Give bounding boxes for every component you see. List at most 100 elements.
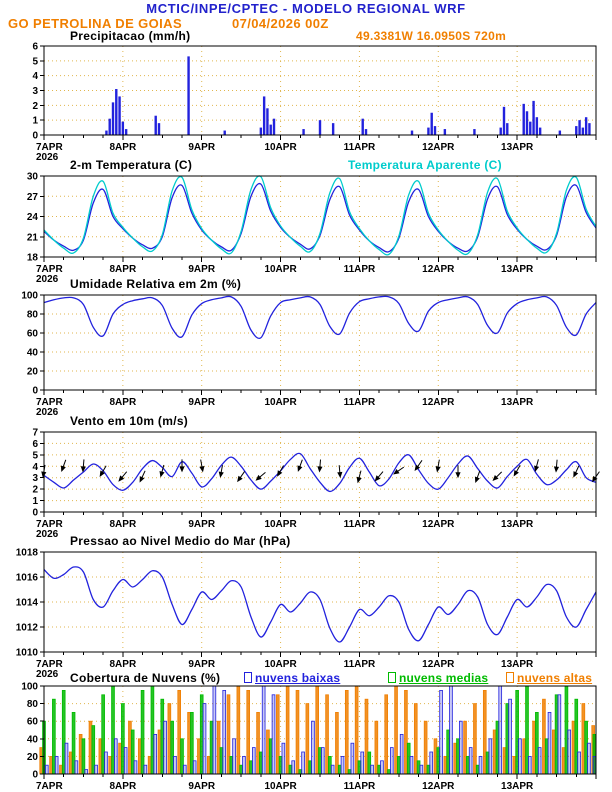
y-tick-label: 0 — [32, 131, 38, 142]
x-tick-label: 8APR — [110, 397, 137, 408]
precip-bar — [427, 127, 430, 135]
cloud-bar-nuvens-medias — [495, 720, 500, 775]
x-tick-label: 9APR — [188, 397, 215, 408]
cloud-bar-nuvens-baixas — [592, 756, 597, 775]
precip-bar — [522, 103, 525, 135]
precip-bar — [266, 108, 269, 135]
cloud-bar-nuvens-altas — [197, 738, 201, 775]
cloud-bar-nuvens-medias — [466, 756, 470, 775]
cloud-bar-nuvens-medias — [259, 751, 263, 775]
cloud-bar-nuvens-altas — [78, 734, 83, 775]
cloud-bar-nuvens-medias — [91, 725, 96, 775]
y-tick-label: 1018 — [16, 548, 39, 559]
rh-line-0 — [43, 295, 597, 339]
cloud-bar-nuvens-medias — [249, 760, 253, 775]
temp-line-1 — [43, 175, 597, 256]
cloud-bar-nuvens-medias — [544, 738, 549, 775]
wind-barb-icon — [80, 459, 86, 473]
y-tick-label: 100 — [21, 291, 38, 302]
x-tick-label: 7APR — [36, 142, 63, 153]
precip-bar — [111, 102, 115, 135]
cloud-bar-nuvens-altas — [433, 738, 438, 775]
cloud-bar-nuvens-altas — [532, 720, 536, 775]
panel-clouds: 0204060801007APR20268APR9APR10APR11APR12… — [21, 682, 597, 792]
precip-bar — [506, 123, 509, 135]
station-label: GO PETROLINA DE GOIAS — [8, 16, 183, 31]
x-tick-label: 9APR — [188, 781, 215, 792]
cloud-bar-nuvens-baixas — [311, 720, 315, 775]
x-tick-label: 8APR — [110, 659, 137, 670]
wind-barb-icon — [435, 459, 441, 473]
cloud-bar-nuvens-baixas — [301, 751, 305, 775]
cloud-bar-nuvens-medias — [554, 694, 559, 775]
cloud-bar-nuvens-baixas — [370, 764, 374, 775]
precip-bar — [262, 96, 266, 135]
precip-bar — [581, 127, 585, 135]
cloud-bar-nuvens-medias — [535, 712, 539, 775]
y-tick-label: 21 — [27, 232, 39, 243]
cloud-bar-nuvens-altas — [206, 756, 211, 775]
pressure-panel-title: Pressao ao Nivel Medio do Mar (hPa) — [70, 534, 291, 548]
x-tick-label: 8APR — [110, 142, 137, 153]
x-tick-year-label: 2026 — [36, 152, 59, 163]
cloud-bar-nuvens-medias — [387, 769, 391, 775]
cloud-bar-nuvens-medias — [426, 764, 431, 775]
cloud-bar-nuvens-baixas — [547, 712, 552, 775]
cloud-bar-nuvens-baixas — [498, 685, 503, 775]
precip-bar — [361, 118, 364, 135]
cloud-bar-nuvens-altas — [108, 756, 113, 775]
cloud-bar-nuvens-baixas — [143, 764, 148, 775]
x-tick-label: 12APR — [422, 659, 455, 670]
cloud-bar-nuvens-medias — [416, 760, 421, 775]
precip-bar — [318, 120, 322, 135]
cloud-bar-nuvens-baixas — [242, 756, 246, 775]
precip-bar — [443, 129, 447, 135]
cloud-bar-nuvens-baixas — [104, 751, 108, 775]
x-tick-year-label: 2026 — [36, 407, 59, 418]
cloud-bar-nuvens-altas — [128, 720, 132, 775]
cloud-bar-nuvens-altas — [354, 685, 359, 775]
pres-line-0 — [43, 566, 597, 643]
cloud-bar-nuvens-medias — [505, 703, 510, 775]
cloud-bar-nuvens-medias — [81, 738, 86, 775]
wind-barb-icon — [118, 471, 128, 482]
cloud-bar-nuvens-baixas — [64, 742, 69, 775]
cloud-bar-nuvens-altas — [167, 703, 172, 775]
cloud-bar-nuvens-baixas — [409, 756, 414, 775]
cloud-bar-nuvens-altas — [216, 720, 221, 775]
cloud-bar-nuvens-altas — [137, 738, 142, 775]
cloud-bar-nuvens-altas — [571, 720, 576, 775]
cloud-bar-nuvens-altas — [325, 694, 329, 775]
x-tick-year-label: 2026 — [36, 669, 59, 680]
cloud-bar-nuvens-altas — [364, 698, 369, 775]
cloud-bar-nuvens-medias — [61, 690, 66, 775]
cloud-bar-nuvens-medias — [239, 764, 243, 775]
cloud-bar-nuvens-medias — [446, 729, 450, 775]
cloud-bar-nuvens-altas — [98, 738, 103, 775]
x-tick-label: 11APR — [344, 519, 376, 530]
cloud-bar-nuvens-altas — [315, 685, 319, 775]
nuvens-baixas-label: nuvens baixas — [255, 671, 341, 685]
cloud-bar-nuvens-baixas — [182, 764, 187, 775]
x-tick-label: 7APR — [36, 519, 63, 530]
x-tick-year-label: 2026 — [36, 274, 59, 285]
x-tick-label: 12APR — [422, 519, 455, 530]
precip-bar — [535, 117, 539, 135]
y-tick-label: 0 — [32, 508, 38, 519]
x-tick-year-label: 2026 — [36, 529, 59, 540]
cloud-bar-nuvens-altas — [118, 742, 122, 775]
cloud-bar-nuvens-altas — [423, 720, 428, 775]
precip-bar — [578, 120, 581, 135]
cloud-bar-nuvens-baixas — [458, 720, 463, 775]
cloud-bar-nuvens-altas — [285, 685, 290, 775]
cloud-bar-nuvens-medias — [328, 756, 332, 775]
cloud-bar-nuvens-baixas — [340, 756, 345, 775]
cloud-bar-nuvens-medias — [209, 720, 214, 775]
cloud-bar-nuvens-baixas — [330, 764, 335, 775]
cloud-bar-nuvens-baixas — [587, 742, 591, 775]
y-tick-label: 0 — [32, 770, 38, 781]
x-tick-label: 9APR — [188, 659, 215, 670]
wind-panel-title: Vento em 10m (m/s) — [70, 414, 189, 428]
